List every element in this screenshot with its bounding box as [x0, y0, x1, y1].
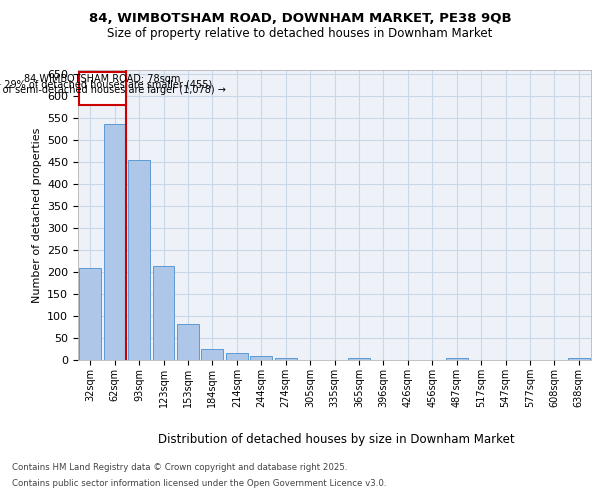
Bar [226, 354, 248, 360]
Text: Contains HM Land Registry data © Crown copyright and database right 2025.: Contains HM Land Registry data © Crown c… [12, 464, 347, 472]
Bar [446, 358, 467, 360]
Bar [79, 268, 101, 360]
Bar [275, 358, 296, 360]
Bar [250, 356, 272, 360]
Bar [128, 160, 150, 360]
Text: Contains public sector information licensed under the Open Government Licence v3: Contains public sector information licen… [12, 478, 386, 488]
Bar [202, 349, 223, 360]
Y-axis label: Number of detached properties: Number of detached properties [32, 128, 41, 302]
Text: 70% of semi-detached houses are larger (1,078) →: 70% of semi-detached houses are larger (… [0, 85, 226, 95]
Text: Distribution of detached houses by size in Downham Market: Distribution of detached houses by size … [158, 432, 514, 446]
Bar [348, 358, 370, 360]
Text: 84, WIMBOTSHAM ROAD, DOWNHAM MARKET, PE38 9QB: 84, WIMBOTSHAM ROAD, DOWNHAM MARKET, PE3… [89, 12, 511, 26]
Bar [568, 358, 590, 360]
Text: 84 WIMBOTSHAM ROAD: 78sqm: 84 WIMBOTSHAM ROAD: 78sqm [24, 74, 181, 84]
Text: ← 29% of detached houses are smaller (455): ← 29% of detached houses are smaller (45… [0, 79, 212, 89]
Bar [177, 324, 199, 360]
Bar [104, 124, 125, 360]
FancyBboxPatch shape [79, 72, 125, 105]
Text: Size of property relative to detached houses in Downham Market: Size of property relative to detached ho… [107, 28, 493, 40]
Bar [152, 266, 175, 360]
